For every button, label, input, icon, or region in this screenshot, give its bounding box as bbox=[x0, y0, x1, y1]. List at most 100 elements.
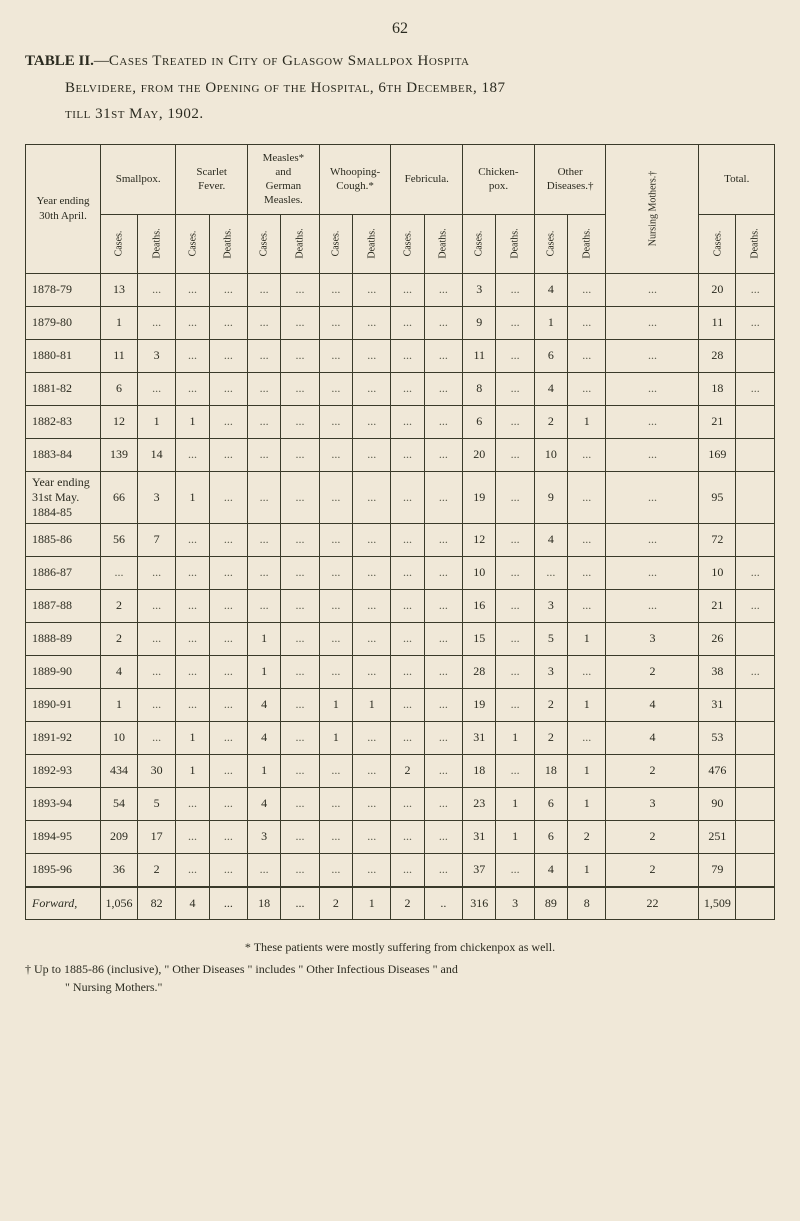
cell: 18 bbox=[534, 754, 567, 787]
row-label: 1885-86 bbox=[26, 523, 101, 556]
cell: 26 bbox=[699, 622, 736, 655]
cell: ... bbox=[391, 372, 424, 405]
cell: 3 bbox=[496, 887, 534, 920]
cell: 2 bbox=[391, 887, 424, 920]
cell: ... bbox=[391, 820, 424, 853]
row-header-label: Year ending 30th April. bbox=[26, 144, 101, 273]
cell: ... bbox=[736, 589, 775, 622]
table-row: 1882-831211.....................6...21..… bbox=[26, 405, 775, 438]
col-mothers: Nursing Mothers.† bbox=[606, 144, 699, 273]
forward-row: Forward,1,056824...18...212..3163898221,… bbox=[26, 887, 775, 920]
cell: 3 bbox=[606, 622, 699, 655]
cell: 16 bbox=[463, 589, 496, 622]
cell: 209 bbox=[101, 820, 138, 853]
footnote-dagger: † Up to 1885-86 (inclusive), " Other Dis… bbox=[25, 960, 775, 996]
cell: 1 bbox=[568, 688, 606, 721]
cell: 10 bbox=[699, 556, 736, 589]
cell: 5 bbox=[137, 787, 175, 820]
row-label: 1894-95 bbox=[26, 820, 101, 853]
cell: ... bbox=[209, 589, 247, 622]
cell: 1 bbox=[496, 787, 534, 820]
cell: ... bbox=[568, 655, 606, 688]
table-label: TABLE II. bbox=[25, 53, 94, 69]
cell: ... bbox=[281, 688, 319, 721]
cell: 37 bbox=[463, 853, 496, 887]
table-row: 1883-8413914........................20..… bbox=[26, 438, 775, 471]
cell: 13 bbox=[101, 273, 138, 306]
cell: ... bbox=[424, 523, 462, 556]
cell: ... bbox=[568, 721, 606, 754]
cell: ... bbox=[391, 622, 424, 655]
table-row: 1895-96362........................37...4… bbox=[26, 853, 775, 887]
col-group-chickenpox: Chicken- pox. bbox=[463, 144, 535, 214]
cell: ... bbox=[176, 820, 209, 853]
title-line3: till 31st May, 1902. bbox=[65, 106, 204, 122]
cell: ... bbox=[568, 306, 606, 339]
cell: ... bbox=[281, 853, 319, 887]
cell: 20 bbox=[463, 438, 496, 471]
cell: ... bbox=[424, 405, 462, 438]
cell: ... bbox=[606, 523, 699, 556]
sub-header: Cases. bbox=[101, 214, 138, 273]
cell: ... bbox=[736, 273, 775, 306]
cell: ... bbox=[391, 556, 424, 589]
cell: ... bbox=[496, 655, 534, 688]
table-row: 1879-801...........................9...1… bbox=[26, 306, 775, 339]
cell: ... bbox=[248, 339, 281, 372]
table-row: 1894-9520917......3...............311622… bbox=[26, 820, 775, 853]
footnote-star: * These patients were mostly suffering f… bbox=[25, 938, 775, 956]
cell: ... bbox=[391, 438, 424, 471]
cell: ... bbox=[209, 622, 247, 655]
cell: ... bbox=[248, 589, 281, 622]
cell: 2 bbox=[391, 754, 424, 787]
cell: ... bbox=[353, 589, 391, 622]
cell: 1 bbox=[568, 787, 606, 820]
cell: ... bbox=[496, 471, 534, 523]
cell: ... bbox=[353, 523, 391, 556]
cell bbox=[736, 438, 775, 471]
cell: 1 bbox=[101, 688, 138, 721]
cell: ... bbox=[606, 306, 699, 339]
cell: ... bbox=[424, 306, 462, 339]
cell: 4 bbox=[534, 523, 567, 556]
cell: ... bbox=[281, 339, 319, 372]
cell: 89 bbox=[534, 887, 567, 920]
cell: ... bbox=[736, 372, 775, 405]
cell: 19 bbox=[463, 471, 496, 523]
cell: 1 bbox=[496, 721, 534, 754]
cell: ... bbox=[391, 688, 424, 721]
cell: 2 bbox=[534, 405, 567, 438]
cell: ... bbox=[353, 622, 391, 655]
cell: 8 bbox=[568, 887, 606, 920]
cell: ... bbox=[176, 306, 209, 339]
cell: ... bbox=[424, 273, 462, 306]
cell: ... bbox=[534, 556, 567, 589]
cell: ... bbox=[606, 589, 699, 622]
cell: 23 bbox=[463, 787, 496, 820]
cell bbox=[736, 853, 775, 887]
cell: 4 bbox=[248, 787, 281, 820]
cell: ... bbox=[319, 372, 352, 405]
cell: 9 bbox=[534, 471, 567, 523]
cell: 2 bbox=[534, 688, 567, 721]
table-row: 1889-904.........1...............28...3.… bbox=[26, 655, 775, 688]
cell: ... bbox=[248, 523, 281, 556]
sub-header: Deaths. bbox=[209, 214, 247, 273]
sub-header: Cases. bbox=[391, 214, 424, 273]
cell bbox=[736, 887, 775, 920]
cell: ... bbox=[176, 273, 209, 306]
cell: ... bbox=[209, 339, 247, 372]
sub-header: Cases. bbox=[534, 214, 567, 273]
cell: 1 bbox=[176, 405, 209, 438]
cell: .. bbox=[424, 887, 462, 920]
cell: ... bbox=[137, 372, 175, 405]
cell: ... bbox=[248, 372, 281, 405]
cell: 7 bbox=[137, 523, 175, 556]
cell: ... bbox=[424, 556, 462, 589]
dash: — bbox=[94, 53, 109, 69]
cell: 5 bbox=[534, 622, 567, 655]
cell: ... bbox=[424, 589, 462, 622]
cell: 19 bbox=[463, 688, 496, 721]
row-label: 1880-81 bbox=[26, 339, 101, 372]
cell: ... bbox=[281, 273, 319, 306]
